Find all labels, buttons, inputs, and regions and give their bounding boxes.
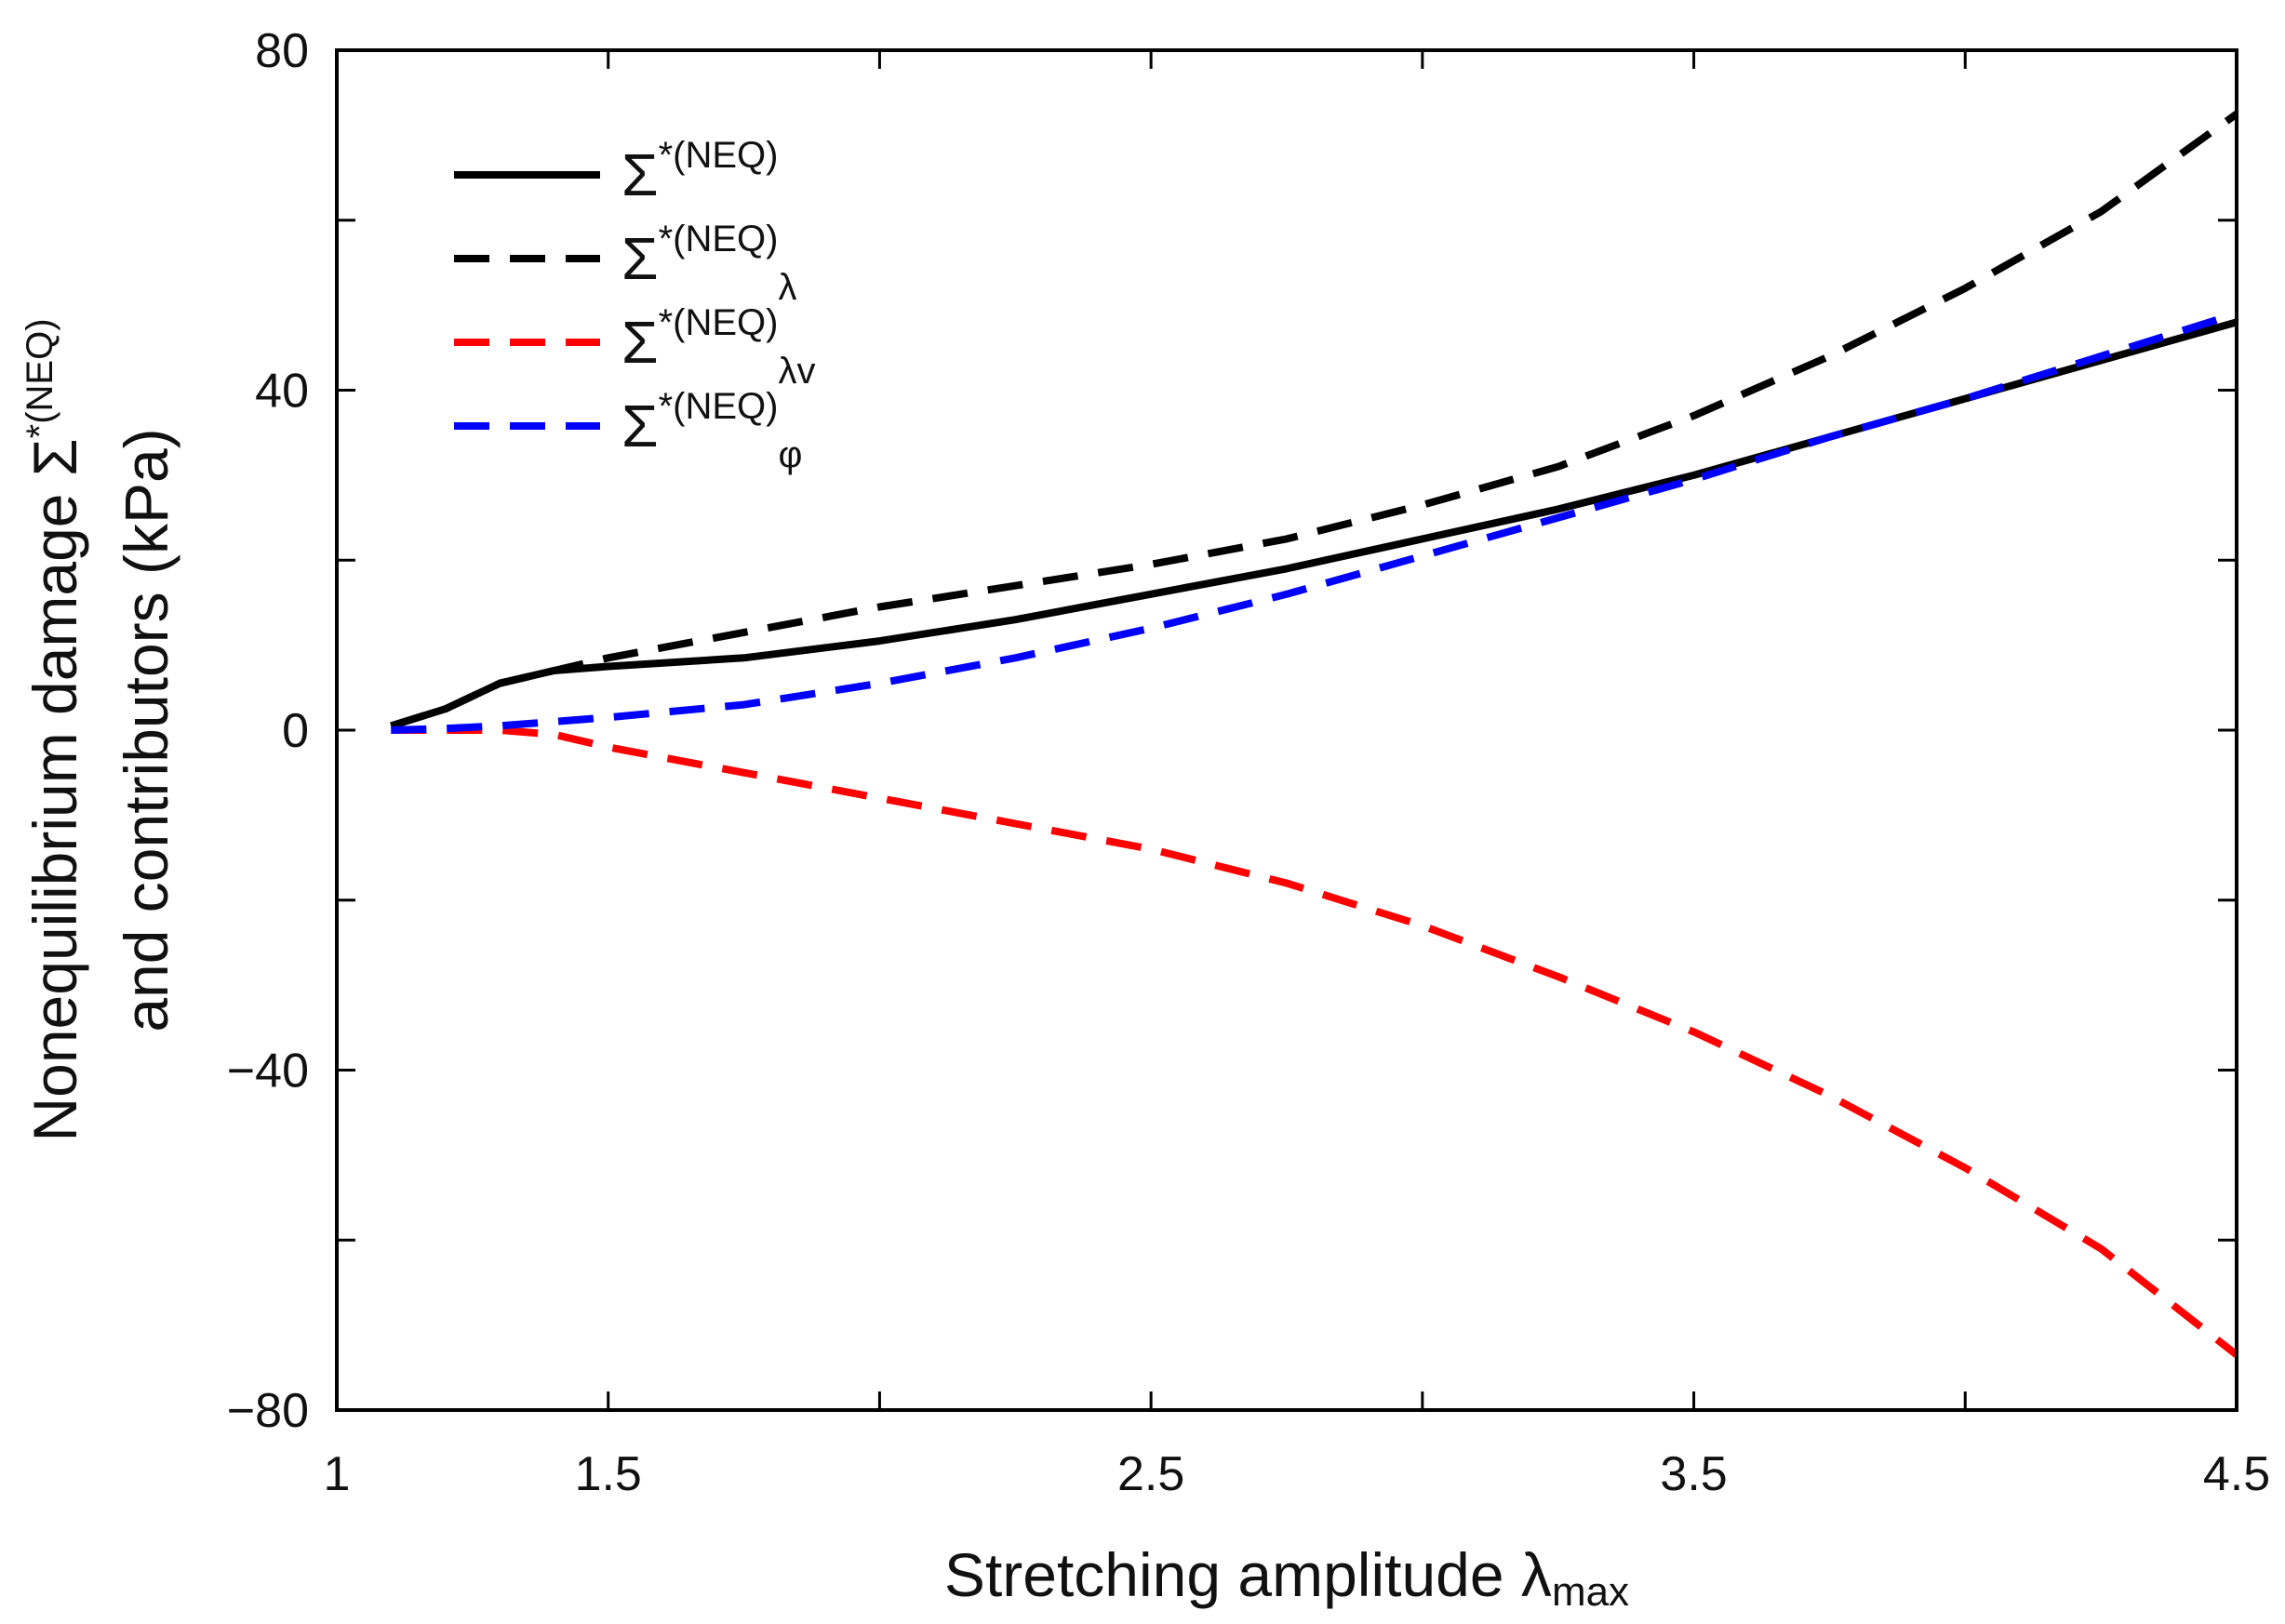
- legend-label-base: Σ: [621, 141, 659, 208]
- y-tick-label: −40: [227, 1045, 309, 1098]
- legend-label-subscript: φ: [778, 434, 802, 475]
- y-axis-title-line-2: and contributors (kPa): [112, 428, 180, 1032]
- y-tick-label: 80: [255, 24, 309, 78]
- legend-label-subscript: λv: [778, 351, 815, 392]
- x-tick-label: 3.5: [1660, 1447, 1727, 1501]
- legend-label-subscript: λ: [778, 267, 796, 308]
- x-tick-label: 1.5: [575, 1447, 642, 1501]
- plot-frame: [335, 48, 2238, 1412]
- legend-label-base: Σ: [621, 309, 659, 376]
- legend-label-base: Σ: [621, 393, 659, 459]
- x-axis-title-subscript: max: [1552, 1569, 1629, 1615]
- y-axis-title: Nonequilibrium damage Σ*(NEQ) and contri…: [20, 318, 180, 1141]
- x-axis-title: Stretching amplitude λmax: [944, 1540, 1629, 1615]
- tick-labels: 1 1.5 2.5 3.5 4.5 80 40 0 −40 −80: [227, 24, 2270, 1501]
- x-axis-title-main: Stretching amplitude λ: [944, 1540, 1552, 1609]
- legend-label-2: Σ*(NEQ) λ: [621, 219, 796, 308]
- y-axis-title-superscript: *(NEQ): [20, 318, 60, 438]
- y-tick-label: −80: [227, 1384, 309, 1438]
- y-tick-label: 40: [255, 365, 309, 419]
- x-tick-label: 2.5: [1117, 1447, 1184, 1501]
- legend-label-1: Σ*(NEQ): [621, 135, 778, 208]
- series-line-2: [390, 111, 2239, 730]
- legend-label-superscript: *(NEQ): [659, 386, 779, 427]
- x-tick-label: 1: [324, 1447, 351, 1501]
- legend-label-superscript: *(NEQ): [659, 135, 779, 176]
- series-line-4: [391, 310, 2238, 734]
- legend-label-3: Σ*(NEQ) λv: [621, 302, 815, 392]
- legend-label-base: Σ: [621, 225, 659, 292]
- legend-label-superscript: *(NEQ): [659, 219, 779, 260]
- legend-label-4: Σ*(NEQ) φ: [621, 386, 802, 475]
- y-axis-title-line-1: Nonequilibrium damage Σ*(NEQ): [20, 318, 89, 1141]
- x-tick-label: 4.5: [2203, 1447, 2270, 1501]
- series-lines: [390, 111, 2239, 1358]
- y-tick-label: 0: [282, 704, 309, 758]
- legend: Σ*(NEQ)Σ*(NEQ)λΣ*(NEQ)λvΣ*(NEQ)φ: [454, 135, 815, 475]
- legend-label-superscript: *(NEQ): [659, 302, 779, 343]
- y-axis-title-line-1-main: Nonequilibrium damage Σ: [20, 438, 89, 1141]
- series-line-3: [391, 726, 2239, 1358]
